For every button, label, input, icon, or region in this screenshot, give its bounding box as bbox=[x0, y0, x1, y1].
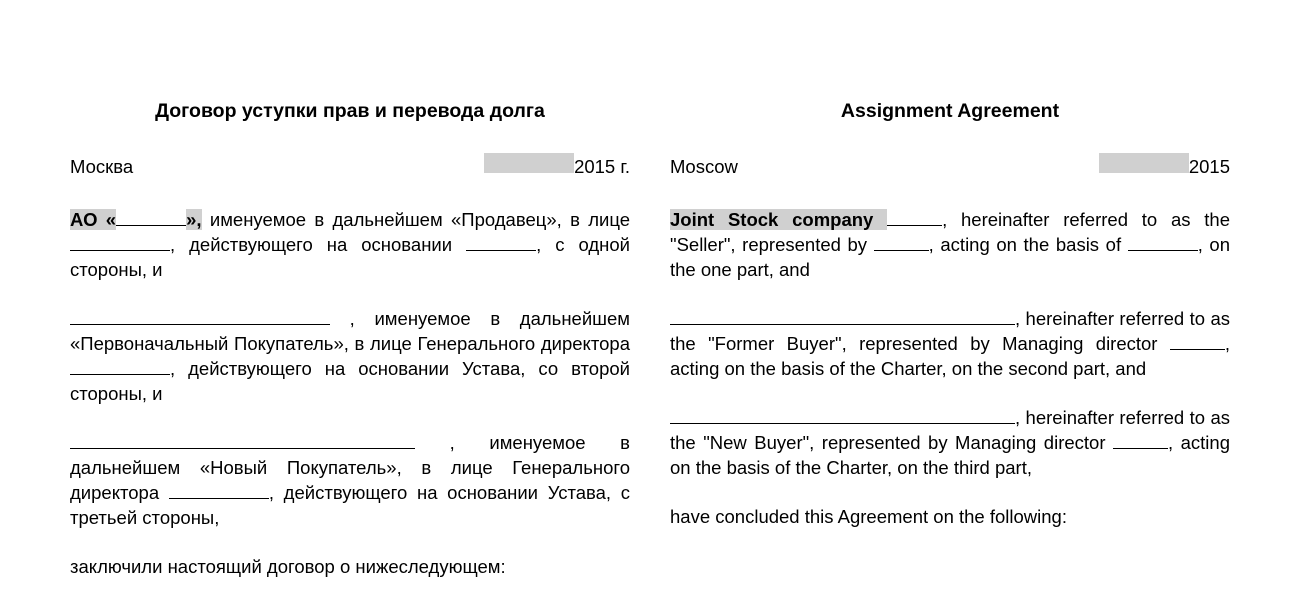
conclusion-paragraph-en: have concluded this Agreement on the fol… bbox=[670, 505, 1230, 530]
p3-blank-sm-en bbox=[1113, 448, 1168, 449]
year-en: 2015 bbox=[1189, 156, 1230, 178]
party1-paragraph-ru: АО « », именуемое в дальнейшем «Продавец»… bbox=[70, 208, 630, 283]
p3-blank-xl-ru bbox=[70, 448, 415, 449]
p1-blank2-en bbox=[1128, 250, 1198, 251]
company-suffix-ru: », bbox=[186, 209, 201, 230]
city-en: Moscow bbox=[670, 156, 738, 178]
city-date-row-en: Moscow 2015 bbox=[670, 153, 1230, 178]
party2-paragraph-ru: , именуемое в дальнейшем «Первоначальный… bbox=[70, 307, 630, 407]
p1-text2-en: , acting on the basis of bbox=[929, 234, 1128, 255]
p2-text1-en: , hereinafter referred to as the "Former… bbox=[670, 308, 1230, 354]
date-blank-en bbox=[1099, 153, 1189, 173]
party2-paragraph-en: , hereinafter referred to as the "Former… bbox=[670, 307, 1230, 382]
company-en: Joint Stock company bbox=[670, 209, 887, 230]
p1-text2-ru: , действующего на основании bbox=[170, 234, 466, 255]
date-blank-ru bbox=[484, 153, 574, 173]
city-ru: Москва bbox=[70, 156, 133, 178]
p3-blank-xl-en bbox=[670, 423, 1015, 424]
company-prefix-ru: АО « bbox=[70, 209, 116, 230]
p2-text2-ru: , действующего на основании Устава, со в… bbox=[70, 358, 630, 404]
title-russian: Договор уступки прав и перевода долга bbox=[70, 100, 630, 123]
p1-blank1-ru bbox=[70, 250, 170, 251]
p2-blank-md-ru bbox=[70, 374, 170, 375]
date-box-en: 2015 bbox=[1099, 153, 1230, 178]
conclusion-paragraph-ru: заключили настоящий договор о нижеследую… bbox=[70, 555, 630, 580]
city-date-row-ru: Москва 2015 г. bbox=[70, 153, 630, 178]
company-blank-en bbox=[887, 225, 942, 226]
p1-text1-ru: именуемое в дальнейшем «Продавец», в лиц… bbox=[210, 209, 630, 230]
p1-blank2-ru bbox=[466, 250, 536, 251]
right-column-english: Assignment Agreement Moscow 2015 Joint S… bbox=[670, 100, 1230, 580]
title-english: Assignment Agreement bbox=[670, 100, 1230, 123]
p2-blank-xl-en bbox=[670, 324, 1015, 325]
company-blank-ru bbox=[116, 225, 186, 226]
party3-paragraph-ru: , именуемое в дальнейшем «Новый Покупате… bbox=[70, 431, 630, 531]
party1-paragraph-en: Joint Stock company , hereinafter referr… bbox=[670, 208, 1230, 283]
left-column-russian: Договор уступки прав и перевода долга Мо… bbox=[70, 100, 630, 580]
two-column-layout: Договор уступки прав и перевода долга Мо… bbox=[70, 100, 1230, 580]
p2-text1-ru: , именуемое в дальнейшем «Первоначальный… bbox=[70, 308, 630, 354]
date-box-ru: 2015 г. bbox=[484, 153, 630, 178]
year-ru: 2015 г. bbox=[574, 156, 630, 178]
p3-text1-en: , hereinafter referred to as the "New Bu… bbox=[670, 407, 1230, 453]
p2-blank-lg-ru bbox=[70, 324, 330, 325]
document-page: Договор уступки прав и перевода долга Мо… bbox=[0, 0, 1300, 600]
p3-blank-md-ru bbox=[169, 498, 269, 499]
p1-blank1-en bbox=[874, 250, 929, 251]
p2-blank-sm-en bbox=[1170, 349, 1225, 350]
party3-paragraph-en: , hereinafter referred to as the "New Bu… bbox=[670, 406, 1230, 481]
